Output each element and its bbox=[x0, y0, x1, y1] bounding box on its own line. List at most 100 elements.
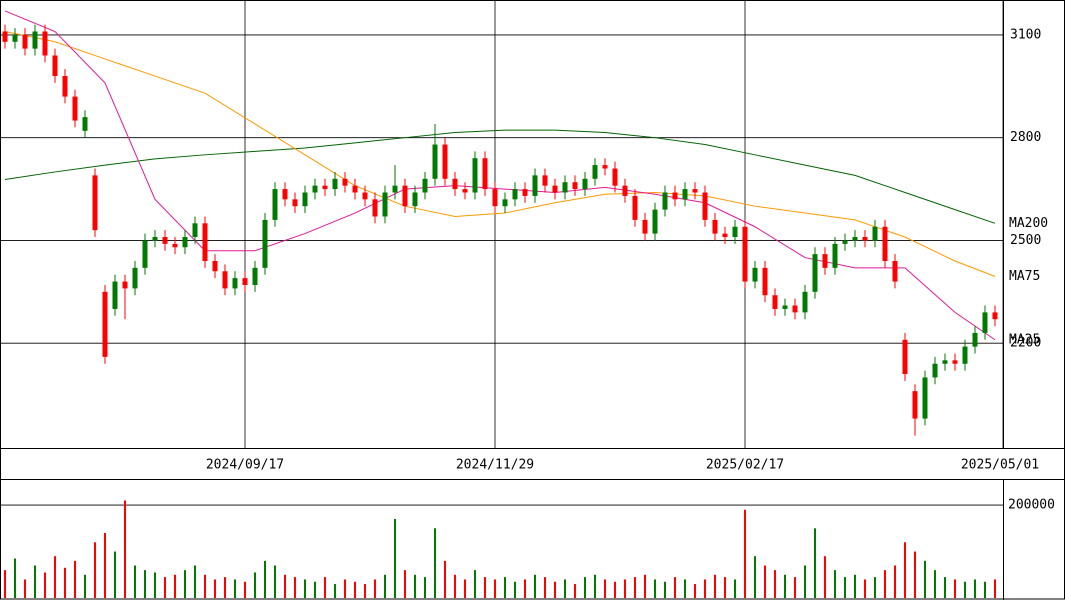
volume-bar bbox=[334, 584, 336, 598]
volume-bar bbox=[284, 574, 286, 598]
candle-body bbox=[542, 175, 548, 186]
candle-body bbox=[332, 178, 338, 190]
volume-bar bbox=[154, 572, 156, 598]
candle-body bbox=[772, 295, 778, 309]
volume-bar bbox=[904, 542, 906, 598]
candle-body bbox=[212, 260, 218, 272]
volume-bar bbox=[204, 574, 206, 598]
candle-body bbox=[392, 185, 398, 193]
x-tick-label: 2024/09/17 bbox=[206, 458, 284, 473]
candle-body bbox=[342, 178, 348, 186]
volume-bar bbox=[14, 558, 16, 598]
y-tick-label: 2200 bbox=[1010, 336, 1041, 351]
candle-body bbox=[692, 189, 698, 193]
volume-bar bbox=[644, 574, 646, 598]
candle-body bbox=[2, 31, 8, 42]
volume-bar bbox=[124, 500, 126, 598]
volume-bar bbox=[974, 579, 976, 598]
volume-bar bbox=[214, 579, 216, 598]
volume-bar bbox=[344, 579, 346, 598]
candle-body bbox=[172, 243, 178, 248]
candle-body bbox=[552, 185, 558, 193]
volume-bar bbox=[544, 577, 546, 598]
volume-bar bbox=[4, 570, 6, 598]
candle-body bbox=[222, 271, 228, 289]
volume-bar bbox=[564, 579, 566, 598]
candle-body bbox=[732, 226, 738, 238]
volume-bar bbox=[44, 572, 46, 598]
volume-bar bbox=[814, 528, 816, 598]
volume-bar bbox=[754, 556, 756, 598]
volume-bar bbox=[994, 579, 996, 598]
volume-tick-label: 200000 bbox=[1008, 498, 1055, 513]
volume-bar bbox=[844, 577, 846, 598]
candle-body bbox=[442, 144, 448, 179]
candle-body bbox=[182, 237, 188, 248]
volume-bar bbox=[604, 579, 606, 598]
candle-body bbox=[942, 360, 948, 364]
volume-bar bbox=[674, 577, 676, 598]
volume-bar bbox=[514, 581, 516, 598]
candle-body bbox=[982, 312, 988, 333]
volume-bar bbox=[964, 581, 966, 598]
candle-body bbox=[112, 281, 118, 309]
candle-body bbox=[72, 96, 78, 121]
candle-body bbox=[202, 223, 208, 261]
volume-bar bbox=[234, 579, 236, 598]
candle-body bbox=[372, 199, 378, 217]
volume-bar bbox=[394, 519, 396, 598]
volume-bar bbox=[74, 560, 76, 598]
candle-body bbox=[722, 233, 728, 238]
candle-body bbox=[262, 219, 268, 268]
volume-bar bbox=[244, 581, 246, 598]
volume-bar bbox=[24, 579, 26, 598]
candle-body bbox=[452, 178, 458, 190]
volume-bar bbox=[384, 574, 386, 598]
volume-bar bbox=[304, 579, 306, 598]
candle-body bbox=[352, 185, 358, 193]
candle-body bbox=[632, 195, 638, 220]
candle-body bbox=[602, 165, 608, 169]
candle-body bbox=[492, 189, 498, 207]
candle-body bbox=[292, 199, 298, 207]
candle-body bbox=[932, 363, 938, 378]
volume-bar bbox=[824, 556, 826, 598]
volume-bar bbox=[764, 565, 766, 598]
volume-bar bbox=[324, 577, 326, 598]
candle-body bbox=[902, 339, 908, 375]
volume-bar bbox=[34, 565, 36, 598]
candle-body bbox=[522, 189, 528, 196]
candle-body bbox=[832, 243, 838, 268]
volume-bar bbox=[464, 579, 466, 598]
candle-body bbox=[12, 34, 18, 42]
candle-body bbox=[422, 178, 428, 193]
volume-bar bbox=[774, 570, 776, 598]
candle-body bbox=[162, 237, 168, 244]
volume-bar bbox=[494, 579, 496, 598]
candle-body bbox=[312, 185, 318, 193]
volume-bar bbox=[134, 565, 136, 598]
candle-body bbox=[562, 182, 568, 193]
candle-body bbox=[512, 189, 518, 200]
candle-body bbox=[652, 209, 658, 234]
candle-body bbox=[52, 55, 58, 77]
volume-bar bbox=[434, 528, 436, 598]
candle-body bbox=[702, 192, 708, 220]
candle-body bbox=[972, 332, 978, 347]
candle-body bbox=[432, 144, 438, 179]
candle-body bbox=[862, 237, 868, 241]
volume-bar bbox=[854, 574, 856, 598]
volume-bar bbox=[934, 570, 936, 598]
moving-average-label: MA75 bbox=[1009, 269, 1040, 284]
y-tick-label: 2800 bbox=[1010, 130, 1041, 145]
volume-bar bbox=[114, 551, 116, 598]
volume-bar bbox=[884, 570, 886, 598]
volume-bar bbox=[654, 579, 656, 598]
candle-body bbox=[22, 34, 28, 49]
volume-bar bbox=[834, 570, 836, 598]
candle-body bbox=[362, 192, 368, 200]
volume-bar bbox=[104, 532, 106, 598]
volume-bar bbox=[524, 579, 526, 598]
volume-bar bbox=[454, 574, 456, 598]
